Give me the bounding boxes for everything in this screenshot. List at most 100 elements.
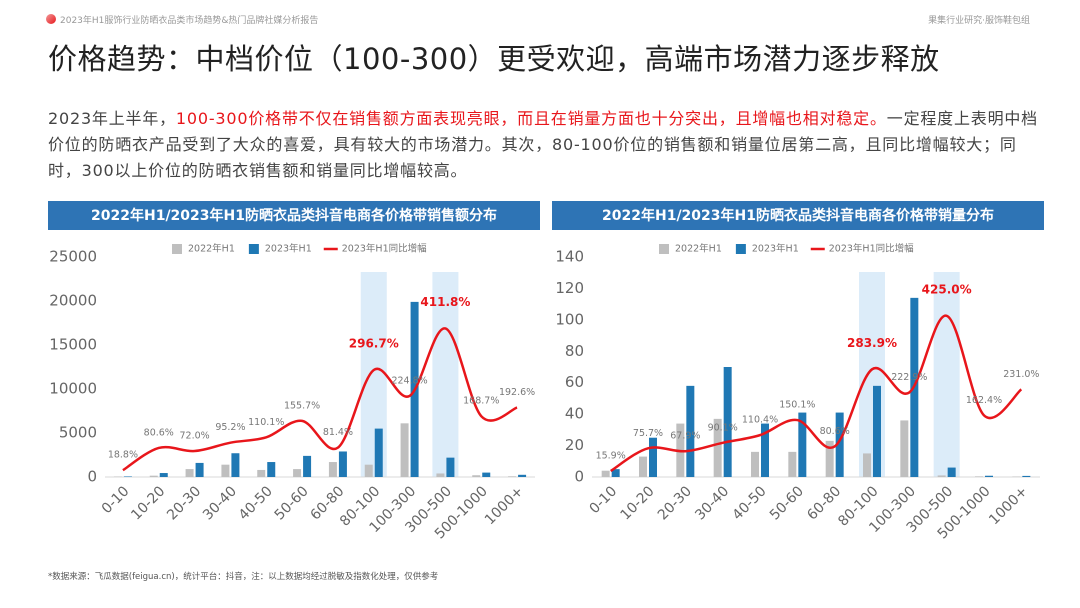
bar [518,474,527,477]
bar [1022,475,1031,477]
data-label: 411.8% [420,295,470,309]
x-tick-label: 1000+ [482,483,527,528]
bar [508,476,517,477]
data-label: 222.9% [891,372,927,383]
bar [257,469,266,477]
data-label: 18.8% [108,450,138,461]
logo [46,14,56,24]
bar [649,437,657,477]
text: 一定程度上表明中档价位的防晒衣产品受到了大众的喜爱，具有较大的市场潜力。其次，8… [48,109,1038,180]
bar [611,469,620,477]
text: 2023年上半年， [48,109,176,128]
highlight-band [933,272,960,477]
legend-swatch [659,244,669,254]
x-tick-label: 50-60 [767,483,807,523]
bar [400,423,409,477]
bar [947,467,956,477]
x-tick-label: 20-30 [164,483,204,523]
bar [159,473,168,477]
bar [221,464,230,477]
chart-title-bar [552,201,1044,230]
bar [293,469,302,477]
x-tick-label: 10-20 [128,483,168,523]
data-label: 75.7% [633,428,663,439]
footnote: *数据来源：飞瓜数据(feigua.cn)，统计平台：抖音，注：以上数据均经过脱… [48,572,439,582]
data-label: 80.6% [144,427,174,438]
bar [835,412,844,477]
highlight-band [859,272,885,477]
data-label: 283.9% [847,336,897,350]
bar [686,385,695,477]
bar [185,469,194,477]
bar [231,453,240,477]
bar [975,476,983,477]
data-label: 15.9% [596,450,626,461]
paragraph: 2023年上半年，100-300价格带不仅在销售额方面表现亮眼，而且在销量方面也… [48,106,1048,184]
data-label: 168.7% [463,396,499,407]
data-label: 90.1% [708,422,738,433]
x-tick-label: 40-50 [730,483,770,523]
bar [328,462,337,477]
legend-label: 2023年H1 [265,243,312,255]
bar [900,420,909,477]
y-tick-label: 40 [565,405,584,423]
bar [472,475,481,477]
bar [303,455,312,477]
legend-swatch [735,244,746,254]
page-title: 价格趋势：中档价位（100-300）更受欢迎，高端市场潜力逐步释放 [48,42,940,76]
x-tick-label: 20-30 [655,483,695,523]
bar [446,457,455,477]
bar [788,451,797,477]
bar [723,367,732,477]
growth-line [122,327,518,472]
y-tick-label: 80 [565,342,584,360]
y-tick-label: 10000 [49,380,97,398]
x-tick-label: 30-40 [200,483,240,523]
bar [798,412,807,477]
bar [123,476,132,477]
highlight-band [432,272,459,477]
data-label: 224.8% [391,375,427,386]
y-tick-label: 60 [565,373,584,391]
bar [482,472,491,477]
highlight-band [360,272,387,477]
y-tick-label: 120 [555,279,584,297]
data-label: 67.9% [670,431,700,442]
highlight-text: 100-300价格带不仅在销售额方面表现亮眼，而且在销量方面也十分突出，且增幅也… [175,109,887,128]
bar [364,464,373,477]
y-tick-label: 25000 [49,248,97,266]
x-tick-label: 30-40 [692,483,732,523]
bar [338,451,347,477]
data-label: 110.4% [742,415,778,426]
legend-label: 2023年H1同比增幅 [829,243,914,255]
y-tick-label: 100 [555,310,584,328]
x-tick-label: 50-60 [272,483,312,523]
data-label: 192.6% [499,387,535,398]
bar [601,470,610,477]
bar [713,418,722,477]
legend-label: 2022年H1 [675,243,722,255]
chart-title: 2022年H1/2023年H1防晒衣品类抖音电商各价格带销售额分布 [91,207,497,224]
chart-title: 2022年H1/2023年H1防晒衣品类抖音电商各价格带销量分布 [602,207,994,224]
bar [436,473,445,477]
chart-title-bar [48,201,540,230]
x-tick-label: 0-10 [587,483,621,517]
bar [639,456,647,477]
y-tick-label: 5000 [59,424,97,442]
report-name: 2023年H1服饰行业防晒衣品类市场趋势&热门品牌社媒分析报告 [60,16,319,26]
legend-label: 2022年H1 [188,243,235,255]
data-label: 95.2% [215,422,245,433]
data-label: 110.1% [248,417,284,428]
bar [985,475,993,477]
data-label: 296.7% [349,336,399,350]
y-tick-label: 20 [565,436,584,454]
x-tick-label: 40-50 [236,483,276,523]
data-label: 72.0% [179,431,209,442]
y-tick-label: 140 [555,248,584,266]
data-label: 81.4% [323,427,353,438]
bar [195,462,204,477]
x-tick-label: 1000+ [986,483,1031,528]
data-label: 80.6% [820,426,850,437]
